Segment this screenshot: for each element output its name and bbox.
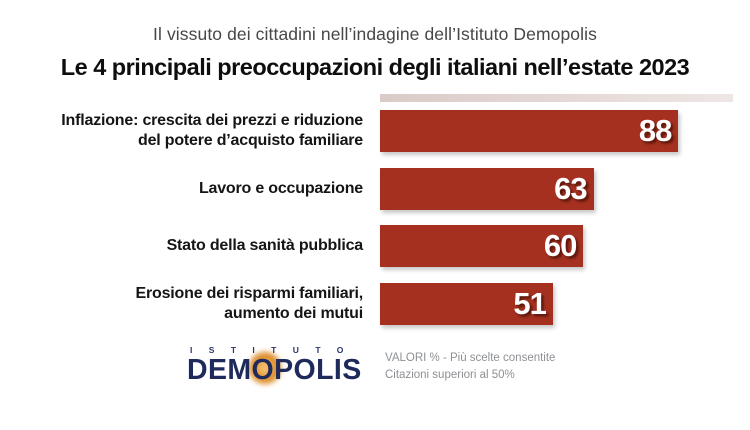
chart-row-sanita: Stato della sanità pubblica 60	[0, 225, 750, 267]
category-label: Erosione dei risparmi familiari, aumento…	[135, 285, 364, 322]
chart-suptitle: Il vissuto dei cittadini nell’indagine d…	[153, 24, 597, 44]
category-label: Inflazione: crescita dei prezzi e riduzi…	[61, 112, 363, 149]
logo-istituto-text: ISTITUTO	[190, 345, 360, 355]
category-label: Lavoro e occupazione	[198, 180, 363, 197]
chart-title: Le 4 principali preoccupazioni degli ita…	[60, 54, 690, 80]
chart-notes: VALORI % - Più scelte consentite Citazio…	[385, 350, 555, 384]
note-line-1: VALORI % - Più scelte consentite	[385, 352, 556, 364]
chart-row-inflazione: Inflazione: crescita dei prezzi e riduzi…	[0, 110, 750, 152]
bar-risparmi: 51	[380, 283, 553, 325]
bar-sanita: 60	[380, 225, 584, 267]
bar-track: 60	[380, 225, 719, 267]
demopolis-logo: ISTITUTO DEMOPOLIS	[187, 345, 377, 389]
bar-inflazione: 88	[380, 110, 679, 152]
bar-value-label: 88	[638, 113, 672, 148]
category-label: Stato della sanità pubblica	[166, 237, 364, 254]
chart-row-lavoro: Lavoro e occupazione 63	[0, 168, 750, 210]
bar-track: 88	[380, 110, 719, 152]
bar-track: 51	[380, 283, 719, 325]
chart-row-risparmi: Erosione dei risparmi familiari, aumento…	[0, 283, 750, 325]
logo-orange-glow-icon	[246, 349, 284, 387]
bar-value-label: 60	[543, 228, 577, 263]
bar-value-label: 51	[513, 286, 546, 321]
note-line-2: Citazioni superiori al 50%	[385, 369, 515, 381]
logo-demopolis-text: DEMOPOLIS	[187, 354, 362, 386]
bar-track: 63	[380, 168, 719, 210]
reflection-strip	[380, 94, 733, 102]
bar-lavoro: 63	[380, 168, 594, 210]
bar-value-label: 63	[554, 171, 587, 206]
